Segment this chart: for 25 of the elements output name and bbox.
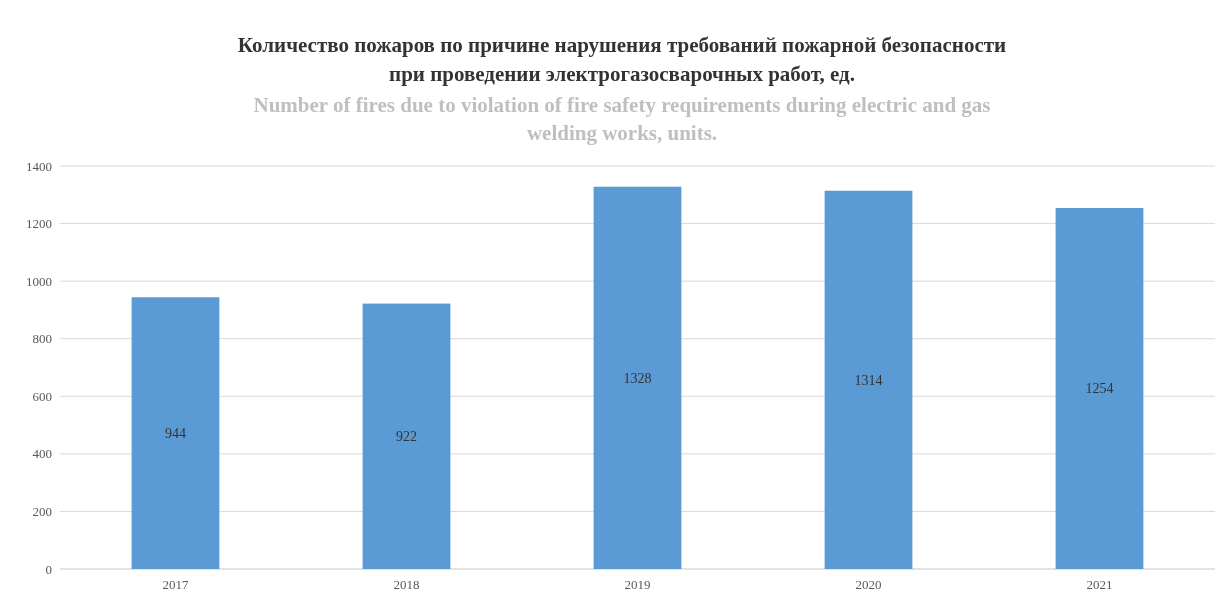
data-label: 1328 bbox=[623, 370, 652, 386]
x-tick-label: 2021 bbox=[1086, 577, 1113, 592]
x-tick-label: 2017 bbox=[162, 577, 189, 592]
chart-title: Количество пожаров по причине нарушения требований пожарной безопасности при проведении электрогазосварочных работ, ед. bbox=[237, 33, 1007, 86]
y-tick-label: 1400 bbox=[26, 158, 52, 174]
y-tick-label: 1200 bbox=[26, 216, 52, 232]
bar bbox=[1055, 208, 1144, 569]
data-label: 922 bbox=[396, 429, 417, 445]
x-tick-label: 2019 bbox=[624, 577, 651, 592]
y-tick-label: 200 bbox=[32, 503, 52, 519]
y-tick-label: 600 bbox=[32, 388, 52, 404]
y-tick-label: 400 bbox=[32, 446, 52, 462]
data-label: 1314 bbox=[854, 372, 883, 388]
bar bbox=[131, 297, 220, 569]
x-tick-label: 2018 bbox=[393, 577, 420, 592]
y-tick-label: 1000 bbox=[26, 273, 52, 289]
y-tick-label: 800 bbox=[32, 331, 52, 347]
x-tick-label: 2020 bbox=[855, 577, 882, 592]
data-label: 1254 bbox=[1085, 381, 1114, 397]
data-label: 944 bbox=[165, 426, 186, 442]
bar bbox=[362, 303, 451, 569]
chart-subtitle: Number of fires due to violation of fire safety requirements during electric and gas welding works, units. bbox=[253, 93, 991, 145]
bar bbox=[593, 186, 682, 569]
bar bbox=[824, 190, 913, 569]
y-tick-label: 0 bbox=[45, 561, 52, 577]
